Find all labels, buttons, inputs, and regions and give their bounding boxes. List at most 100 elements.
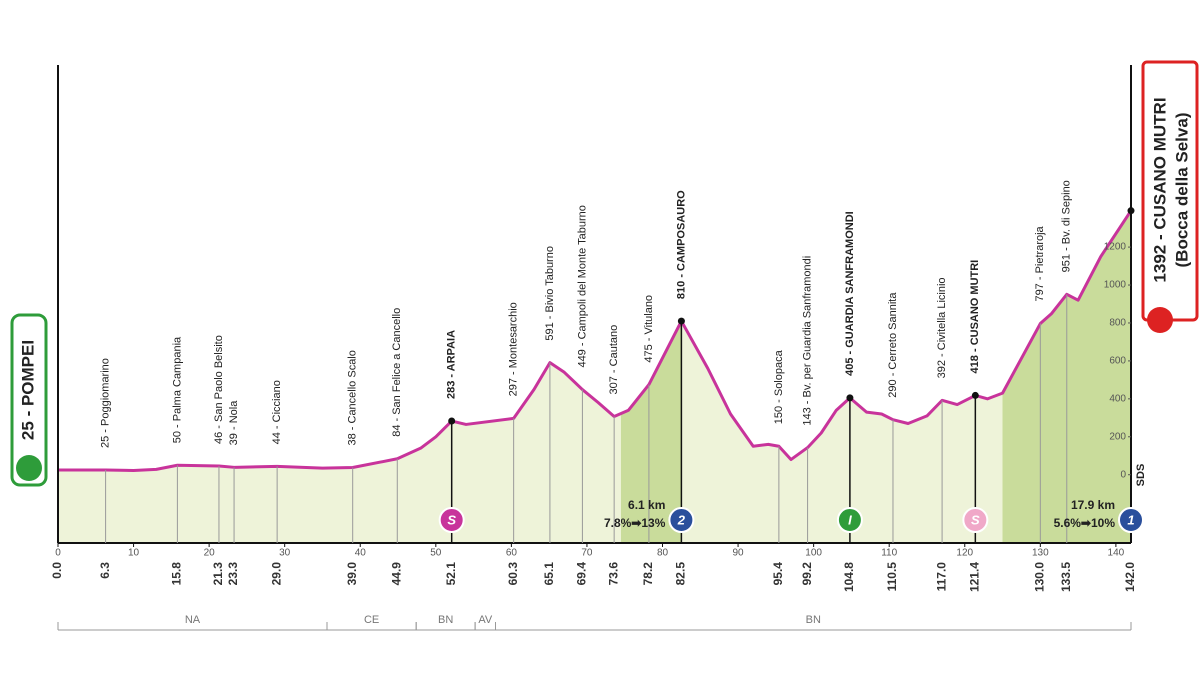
start-km: 0.0 — [50, 562, 64, 579]
waypoint-name: 84 - San Felice a Cancello — [391, 308, 403, 437]
waypoint-name: 475 - Vitulano — [643, 295, 655, 363]
x-tick-label: 70 — [581, 548, 593, 559]
plot: 0 200 400 600 800 1000 1200 0 10 20 30 40 50 60 70 80 90… — [50, 65, 1144, 631]
finish-icon — [1147, 307, 1173, 333]
waypoint-name: 297 - Montesarchio — [508, 302, 520, 396]
region-name: BN — [438, 614, 453, 626]
x-tick-label: 130 — [1032, 548, 1049, 559]
waypoint-km: 23.3 — [226, 562, 240, 586]
y-tick-label: 400 — [1109, 393, 1126, 404]
waypoint-name: 810 - CAMPOSAURO — [675, 190, 687, 299]
waypoint-name: 951 - Bv. di Sepino — [1061, 180, 1073, 272]
x-tick-label: 50 — [430, 548, 442, 559]
profile-line — [58, 209, 1133, 473]
x-tick-label: 120 — [956, 548, 973, 559]
start-icon — [16, 455, 42, 481]
waypoint-km: 44.9 — [389, 562, 403, 586]
x-tick-label: 30 — [279, 548, 291, 559]
waypoint-name: 392 - Civitella Licinio — [936, 277, 948, 378]
x-tick-label: 100 — [805, 548, 822, 559]
waypoint-name: 46 - San Paolo Belsito — [213, 335, 225, 444]
climb-length: 17.9 km — [1071, 498, 1115, 512]
waypoint-km: 133.5 — [1059, 562, 1073, 592]
climb-area — [620, 321, 682, 543]
category-label: 1 — [1127, 512, 1134, 527]
waypoint-dot — [971, 391, 979, 399]
waypoint-km: 117.0 — [934, 562, 948, 592]
category-badge — [836, 507, 863, 533]
region-name: AV — [478, 614, 493, 626]
category-label: 2 — [677, 512, 686, 527]
category-badge — [962, 507, 989, 533]
waypoint-dot — [677, 317, 685, 325]
waypoint-km: 39.0 — [345, 562, 359, 586]
waypoint-name: 25 - Poggiomarino — [100, 358, 112, 448]
start-name: 25 - POMPEI — [18, 340, 37, 440]
waypoint-km: 21.3 — [211, 562, 225, 586]
category-label: S — [971, 512, 980, 527]
waypoint-name: 418 - CUSANO MUTRI — [969, 260, 981, 374]
waypoint-km: 104.8 — [842, 562, 856, 592]
waypoint-km: 99.2 — [800, 562, 814, 586]
region-name: BN — [806, 614, 821, 626]
y-tick-label: 1200 — [1104, 242, 1127, 253]
waypoint-km: 60.3 — [506, 562, 520, 586]
x-tick-label: 60 — [506, 548, 518, 559]
x-tick-label: 80 — [657, 548, 669, 559]
start-box — [10, 313, 48, 487]
y-tick-label: 1000 — [1104, 280, 1127, 291]
waypoint-km: 110.5 — [885, 562, 899, 592]
waypoint-name: 290 - Cerreto Sannita — [887, 292, 899, 398]
waypoint-km: 69.4 — [575, 562, 589, 586]
waypoint-name: 150 - Solopaca — [773, 349, 785, 424]
waypoint-km: 15.8 — [170, 562, 184, 586]
y-tick-label: 800 — [1109, 318, 1126, 329]
climb-gradient: 7.8%➡13% — [604, 516, 666, 530]
category-label: S — [447, 512, 456, 527]
region-name: NA — [185, 614, 201, 626]
waypoint-km: 78.2 — [641, 562, 655, 586]
waypoint-name: 283 - ARPAIA — [446, 330, 458, 399]
category-label: I — [848, 512, 852, 527]
finish-km: 142.0 — [1123, 562, 1137, 592]
waypoint-dot — [846, 394, 854, 402]
waypoint-name: 38 - Cancello Scalo — [347, 350, 359, 445]
waypoint-km: 52.1 — [444, 562, 458, 586]
x-tick-label: 90 — [733, 548, 745, 559]
waypoint-name: 39 - Nola — [228, 400, 240, 446]
waypoint-km: 121.4 — [968, 562, 982, 592]
x-tick-label: 0 — [55, 548, 61, 559]
y-tick-label: 200 — [1109, 431, 1126, 442]
waypoint-name: 797 - Pietraroja — [1034, 225, 1046, 301]
region-name: CE — [364, 614, 379, 626]
waypoint-dot — [448, 417, 456, 425]
waypoint-km: 82.5 — [674, 562, 688, 586]
waypoint-name: 143 - Bv. per Guardia Sanframondi — [801, 256, 813, 426]
finish-name: 1392 - CUSANO MUTRI — [1150, 97, 1169, 282]
waypoint-km: 130.0 — [1032, 562, 1046, 592]
y-axis-label: SDS — [1135, 464, 1147, 487]
category-badge — [438, 507, 465, 533]
climb-gradient: 5.6%➡10% — [1054, 516, 1116, 530]
waypoint-km: 73.6 — [606, 562, 620, 586]
y-tick-label: 600 — [1109, 356, 1126, 367]
x-tick-label: 140 — [1108, 548, 1125, 559]
waypoint-name: 307 - Cautano — [608, 325, 620, 395]
waypoint-km: 29.0 — [269, 562, 283, 586]
waypoint-name: 449 - Campoli del Monte Taburno — [576, 205, 588, 367]
waypoint-name: 405 - GUARDIA SANFRAMONDI — [844, 211, 856, 376]
waypoint-name: 50 - Palma Campania — [171, 336, 183, 443]
category-badge — [668, 507, 695, 533]
waypoint-name: 591 - Bivio Taburno — [544, 246, 556, 341]
y-tick-label: 0 — [1120, 469, 1126, 480]
waypoint-name: 44 - Cicciano — [271, 380, 283, 444]
x-tick-label: 10 — [128, 548, 140, 559]
x-tick-label: 20 — [204, 548, 216, 559]
climb-length: 6.1 km — [628, 498, 665, 512]
x-tick-label: 40 — [355, 548, 367, 559]
waypoint-km: 6.3 — [98, 562, 112, 579]
finish-dot — [1127, 207, 1135, 215]
profile-area — [58, 210, 1131, 543]
category-badge — [1118, 507, 1144, 533]
